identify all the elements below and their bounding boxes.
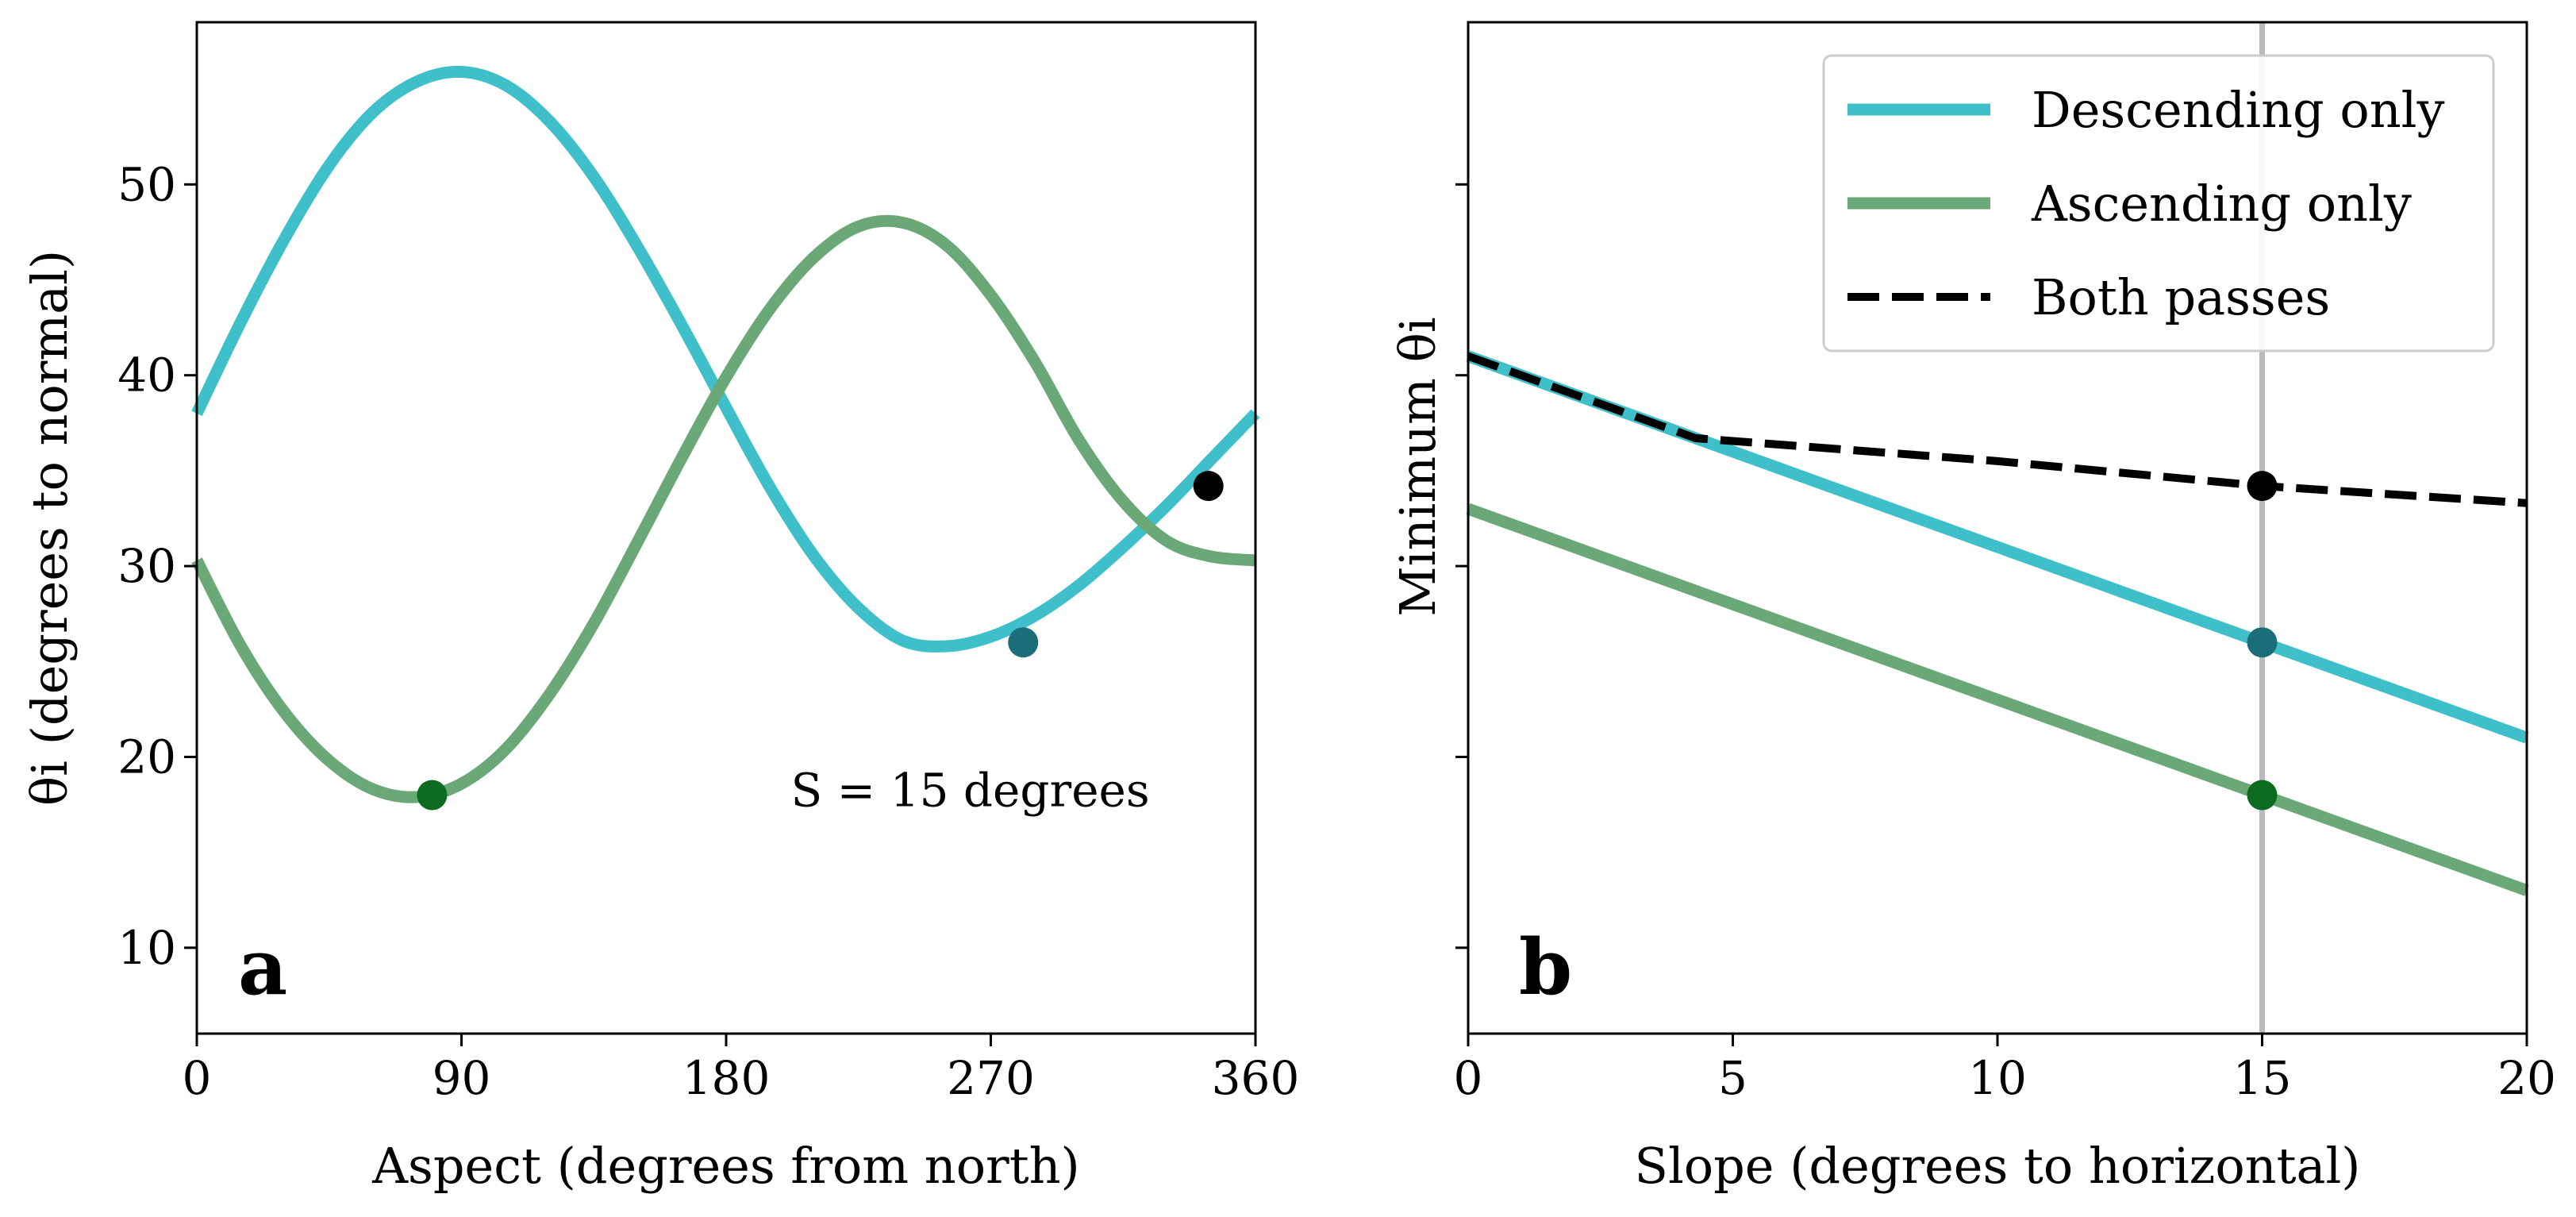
series-line-descending — [1466, 350, 2529, 744]
panel-b-x-tick-label: 5 — [1718, 1051, 1747, 1105]
series-line-both — [1467, 352, 2528, 507]
panel-a-y-tick-label: 30 — [117, 539, 176, 593]
panel-a-x-tick-label: 360 — [1212, 1051, 1300, 1105]
panel-a-y-tick-label: 40 — [117, 349, 176, 402]
panel-b: 0 5 10 15 20 b Slope (degrees to horizontal)… — [1389, 21, 2556, 1195]
legend-label-both: Both passes — [2032, 268, 2330, 326]
panel-a-x-tick-label: 270 — [947, 1051, 1035, 1105]
panel-b-letter: b — [1519, 922, 1572, 1012]
panel-a-x-tick-label: 0 — [183, 1051, 212, 1105]
legend-label-descending: Descending only — [2032, 81, 2445, 139]
panel-a-x-axis-label: Aspect (degrees from north) — [371, 1137, 1079, 1195]
series-line-ascending — [191, 214, 1256, 803]
panel-b-x-tick-label: 0 — [1454, 1051, 1483, 1105]
marker-descending — [2247, 627, 2278, 658]
panel-a-series — [191, 65, 1260, 803]
marker-descending — [1008, 627, 1039, 658]
legend-box — [1822, 54, 2495, 352]
marker-both — [1193, 471, 1224, 502]
panel-b-x-tick-label: 10 — [1968, 1051, 2027, 1105]
panel-a-frame — [195, 21, 1257, 1035]
panel-a-x-ticks: 0 90 180 270 360 — [183, 1034, 1300, 1105]
panel-b-markers — [2247, 471, 2278, 811]
panel-a-y-tick-label: 10 — [117, 921, 176, 975]
panel-a-y-tick-label: 20 — [117, 730, 176, 784]
panel-b-x-tick-label: 20 — [2497, 1051, 2556, 1105]
panel-a-x-tick-label: 90 — [433, 1051, 491, 1105]
legend-label-ascending: Ascending only — [2031, 175, 2412, 233]
marker-ascending — [2247, 780, 2278, 811]
marker-both — [2247, 471, 2278, 502]
marker-ascending — [417, 780, 448, 811]
panel-a-y-axis-label: θi (degrees to normal) — [21, 250, 79, 806]
panel-b-series — [1466, 350, 2529, 896]
panel-a: 0 90 180 270 360 10 20 30 40 50 S = 15 degrees a… — [21, 21, 1300, 1195]
panel-b-x-ticks: 0 5 10 15 20 — [1454, 1034, 2556, 1105]
panel-a-letter: a — [238, 922, 287, 1012]
legend-entries: Descending only Ascending only Both passes — [1847, 81, 2445, 326]
panel-a-y-ticks: 10 20 30 40 50 — [117, 157, 197, 975]
panel-a-x-tick-label: 180 — [682, 1051, 771, 1105]
panel-b-y-ticks — [1455, 183, 1468, 949]
series-line-descending — [191, 65, 1260, 653]
series-line-ascending — [1466, 503, 2529, 896]
panel-b-x-axis-label: Slope (degrees to horizontal) — [1634, 1137, 2360, 1195]
panel-a-markers — [417, 471, 1224, 811]
panel-b-y-axis-label: Minimum θi — [1389, 317, 1447, 616]
panel-b-x-tick-label: 15 — [2233, 1051, 2292, 1105]
panel-a-y-tick-label: 50 — [117, 157, 176, 211]
legend: Descending only Ascending only Both passes — [1822, 54, 2495, 352]
panel-a-annotation: S = 15 degrees — [790, 763, 1149, 817]
